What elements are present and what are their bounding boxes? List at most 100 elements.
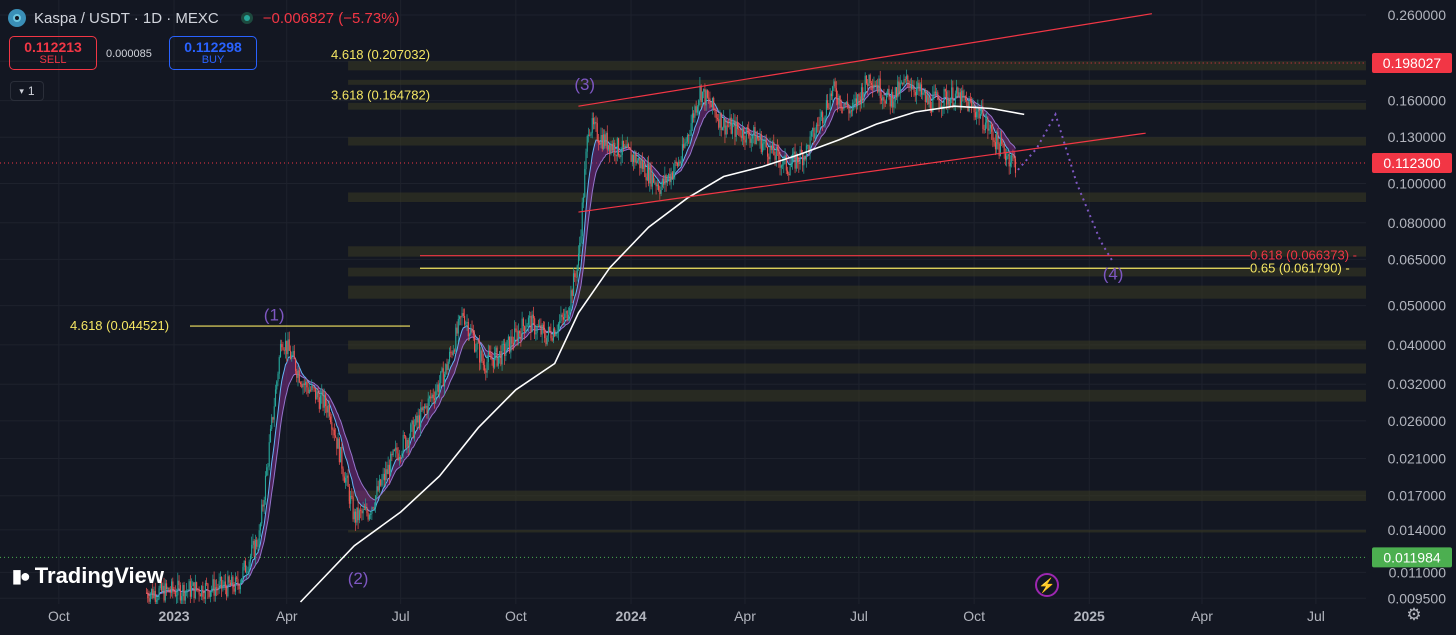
candle-body xyxy=(865,75,868,84)
candle-body xyxy=(418,415,421,428)
candle-body xyxy=(567,314,570,320)
candle-body xyxy=(391,453,393,456)
candle-body xyxy=(461,313,463,318)
lightning-icon[interactable]: ⚡ xyxy=(1035,573,1059,597)
candle-body xyxy=(412,420,414,438)
candle-body xyxy=(459,316,461,319)
candle-body xyxy=(847,101,849,108)
candle-body xyxy=(417,415,419,423)
candle-body xyxy=(443,374,446,387)
candle-body xyxy=(413,424,416,438)
candle-body xyxy=(206,583,208,584)
wave-projection xyxy=(1017,111,1114,263)
candle-body xyxy=(643,163,645,169)
candle-body xyxy=(830,93,832,97)
spread-value: 0.000085 xyxy=(106,48,152,60)
candle-body xyxy=(282,347,284,350)
candle-body xyxy=(357,507,359,521)
candle-body xyxy=(153,590,155,598)
candle-body xyxy=(923,91,925,94)
candle-body xyxy=(174,591,176,597)
candle-body xyxy=(287,339,289,355)
candle-body xyxy=(1002,143,1004,146)
time-axis[interactable]: Oct 2023 Apr Jul Oct 2024 Apr Jul Oct 2025 Apr Jul xyxy=(0,604,1366,635)
buy-button[interactable]: 0.112298 BUY xyxy=(169,36,257,70)
candle-body xyxy=(524,326,526,333)
price-axis-bg xyxy=(1366,0,1456,635)
quantity-selector[interactable]: ▾ 1 xyxy=(10,81,44,101)
candle-body xyxy=(403,435,406,437)
candle-body xyxy=(521,318,523,340)
candle-body xyxy=(487,351,489,363)
candle-body xyxy=(744,139,746,143)
candle-body xyxy=(421,407,423,411)
ema-long-line xyxy=(299,105,1025,603)
candle-body xyxy=(264,475,267,501)
candle-body xyxy=(562,317,565,320)
candle-body xyxy=(168,587,170,593)
candle-body xyxy=(921,84,923,95)
candle-body xyxy=(366,507,368,514)
candle-body xyxy=(591,118,593,133)
candle-body xyxy=(595,121,597,124)
candle-body xyxy=(655,182,657,187)
candle-body xyxy=(904,79,906,80)
tradingview-watermark[interactable]: ▮● TradingView xyxy=(12,563,164,589)
candle-body xyxy=(658,184,660,191)
candle-body xyxy=(552,328,555,341)
price-badge-label: 0.112300 xyxy=(1383,155,1441,171)
time-axis-bg xyxy=(0,604,1366,635)
candle-body xyxy=(571,290,573,296)
candle-body xyxy=(367,513,369,520)
candle-body xyxy=(197,588,199,590)
candle-body xyxy=(411,420,413,425)
candle-body xyxy=(746,127,749,129)
candle-body xyxy=(326,406,328,413)
candle-body xyxy=(592,118,595,125)
sell-button[interactable]: 0.112213 SELL xyxy=(9,36,97,70)
candle-body xyxy=(360,510,362,512)
candle-body xyxy=(782,164,784,166)
candle-body xyxy=(393,449,395,451)
candle-body xyxy=(179,585,181,601)
candle-body xyxy=(899,82,901,94)
candle-body xyxy=(651,173,653,187)
candle-body xyxy=(277,373,279,382)
candle-body xyxy=(750,138,752,143)
candle-body xyxy=(848,107,850,114)
candle-body xyxy=(999,137,1001,156)
candle-body xyxy=(149,594,151,602)
candle-body xyxy=(542,324,544,329)
candle-body xyxy=(755,136,757,145)
price-axis[interactable]: 0.2600000.2000000.1600000.1300000.100000… xyxy=(1366,0,1456,635)
candle-body xyxy=(633,154,635,163)
price-badge xyxy=(1372,53,1452,74)
candle-body xyxy=(749,136,751,143)
symbol-title[interactable]: Kaspa / USDT · 1D · MEXC xyxy=(34,9,219,27)
gear-icon[interactable]: ⚙ xyxy=(1406,605,1422,624)
candle-body xyxy=(447,361,449,370)
time-tick: Oct xyxy=(963,608,985,624)
candle-body xyxy=(509,336,511,353)
candle-body xyxy=(193,582,195,599)
candle-body xyxy=(943,89,945,106)
candle-body xyxy=(931,110,933,113)
candle-body xyxy=(178,580,180,586)
candle-body xyxy=(691,113,693,124)
candle-body xyxy=(783,157,785,165)
buy-price: 0.112298 xyxy=(184,38,242,55)
candle-body xyxy=(972,105,974,107)
candle-body xyxy=(426,405,428,413)
candle-body xyxy=(363,508,365,510)
candle-body xyxy=(233,588,235,592)
candle-body xyxy=(613,142,615,151)
candle-body xyxy=(236,577,238,579)
candle-body xyxy=(182,584,184,597)
candle-body xyxy=(681,144,683,162)
candle-body xyxy=(625,145,627,148)
candle-body xyxy=(660,186,662,194)
price-tick: 0.040000 xyxy=(1388,337,1447,353)
candle-body xyxy=(541,324,543,335)
candle-body xyxy=(416,415,418,423)
